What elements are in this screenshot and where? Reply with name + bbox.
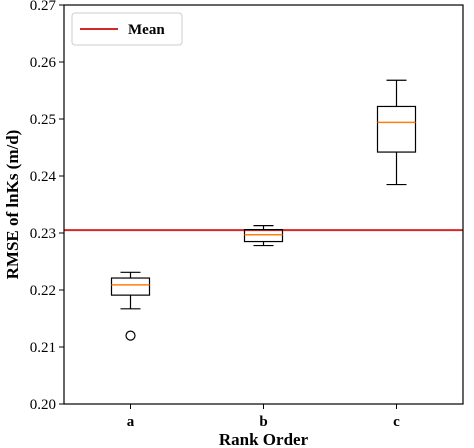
plot-frame: [63, 4, 464, 405]
y-tick-label: 0.24: [30, 169, 57, 185]
boxes-group: [110, 79, 417, 341]
legend-mean-label: Mean: [128, 22, 165, 38]
legend-box: [71, 12, 183, 46]
x-ticks-group: a b c: [127, 404, 400, 430]
box-b: [243, 224, 284, 247]
iqr-box: [243, 228, 284, 243]
y-tick-label: 0.25: [30, 112, 56, 128]
iqr-box: [110, 277, 151, 296]
y-tick-label: 0.26: [30, 55, 57, 71]
outlier-point: [125, 330, 136, 341]
y-tick-label: 0.21: [30, 340, 56, 356]
x-tick-label: a: [127, 414, 135, 430]
box-a: [110, 271, 151, 341]
y-tick-label: 0.22: [30, 283, 56, 299]
x-tick-label: c: [393, 414, 400, 430]
y-tick-label: 0.27: [30, 0, 57, 14]
box-c: [376, 79, 417, 186]
iqr-box: [376, 105, 417, 153]
y-tick-label: 0.23: [30, 226, 56, 242]
y-tick-label: 0.20: [30, 397, 56, 413]
x-tick-label: b: [259, 414, 267, 430]
y-axis-title-group: RMSE of lnKs (m/d): [3, 130, 22, 280]
y-ticks-group: 0.20 0.21 0.22 0.23 0.24 0.25 0.26 0.27: [30, 0, 64, 413]
legend: Mean: [71, 12, 183, 46]
y-axis-title: RMSE of lnKs (m/d): [3, 130, 22, 280]
x-axis-title: Rank Order: [219, 430, 309, 448]
